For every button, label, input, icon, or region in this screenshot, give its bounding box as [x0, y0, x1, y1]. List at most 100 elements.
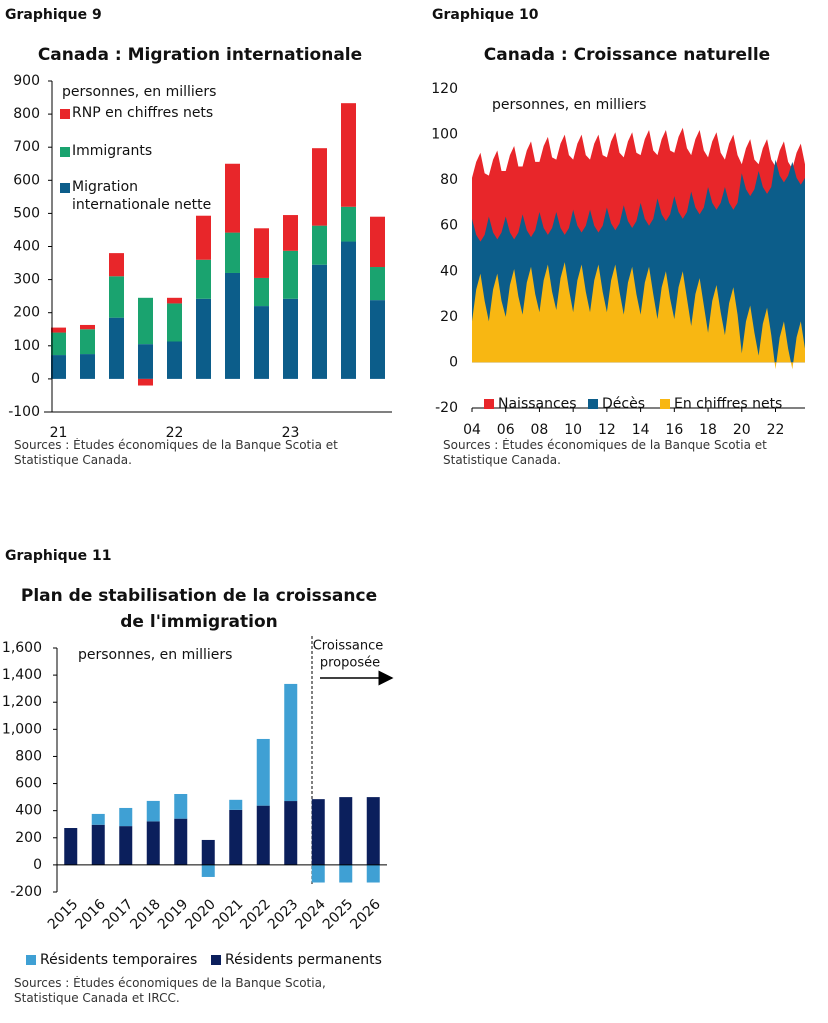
y-tick-label: 400: [15, 803, 42, 819]
y-tick-label: 60: [440, 218, 458, 234]
x-tick-label: 2023: [265, 896, 302, 933]
bar: [201, 864, 215, 877]
legend-label-box: Migration internationale nette: [72, 179, 211, 213]
x-tick-label: 2016: [72, 896, 109, 933]
source: Sources : Études économiques de la Banqu…: [14, 976, 326, 1005]
x-tick-label: 06: [497, 422, 515, 438]
legend-swatch: [60, 147, 70, 157]
y-tick-label: 100: [13, 338, 40, 354]
bar: [138, 378, 153, 386]
bar: [366, 797, 380, 865]
x-tick-label: 2021: [210, 896, 247, 933]
y-tick-label: 100: [431, 127, 458, 143]
bar: [284, 683, 298, 802]
bar: [167, 297, 182, 304]
y-tick-label: 0: [33, 857, 42, 873]
bar: [109, 276, 124, 318]
legend-label-box: Immigrants: [72, 143, 153, 159]
y-tick-label: 1,400: [2, 667, 42, 683]
legend-swatch: [60, 109, 70, 119]
source-box: Sources : Études économiques de la Banqu…: [443, 438, 767, 467]
legend-swatch: [588, 399, 598, 409]
legend-label: Immigrants: [72, 143, 153, 159]
legend-label: RNP en chiffres nets: [72, 105, 214, 121]
bar: [283, 215, 298, 251]
bar: [312, 225, 327, 265]
x-tick-label: 18: [699, 422, 717, 438]
bar: [366, 864, 380, 883]
legend-label: Résidents temporaires: [40, 952, 197, 968]
y-tick-label: -100: [8, 404, 40, 420]
legend-swatch: [211, 955, 221, 965]
chart-title: Plan de stabilisation de la croissance: [21, 586, 377, 606]
bar: [254, 277, 269, 307]
y-tick-label: 1,000: [2, 721, 42, 737]
unit-label: personnes, en milliers: [78, 647, 232, 663]
bar: [312, 264, 327, 379]
x-tick-label: 08: [531, 422, 549, 438]
unit-label: personnes, en milliers: [492, 97, 646, 113]
legend-label-box: RNP en chiffres nets: [72, 105, 214, 121]
x-tick-label: 22: [767, 422, 785, 438]
y-tick-label: 700: [13, 139, 40, 155]
bar: [146, 800, 160, 822]
y-tick-label: -20: [435, 400, 458, 416]
y-tick-label: 600: [15, 776, 42, 792]
legend-label: Naissances: [498, 396, 577, 412]
caption: Graphique 9: [5, 7, 102, 23]
source: Sources : Études économiques de la Banqu…: [443, 438, 767, 467]
annotation: Croissance: [313, 639, 384, 654]
bar: [229, 799, 243, 810]
bar: [167, 341, 182, 379]
bar: [283, 250, 298, 299]
bar: [196, 298, 211, 379]
x-tick-label: 2019: [155, 896, 192, 933]
unit-label: personnes, en milliers: [62, 84, 216, 100]
x-tick-label: 16: [665, 422, 683, 438]
bar: [312, 148, 327, 226]
y-tick-label: 600: [13, 172, 40, 188]
bar: [174, 793, 188, 819]
area: [472, 262, 805, 370]
bar: [91, 813, 105, 825]
bar: [229, 809, 243, 865]
bar: [225, 272, 240, 379]
y-tick-label: 1,600: [2, 640, 42, 656]
y-tick-label: -200: [10, 884, 42, 900]
source-box: Sources : Études économiques de la Banqu…: [14, 976, 326, 1005]
x-tick-label: 22: [166, 425, 184, 441]
legend-label: Décès: [602, 396, 645, 412]
bar: [283, 298, 298, 379]
y-tick-label: 200: [13, 305, 40, 321]
x-tick-label: 2025: [320, 896, 357, 933]
bar: [51, 327, 66, 333]
bar: [284, 801, 298, 865]
legend-swatch: [660, 399, 670, 409]
x-tick-label: 23: [282, 425, 300, 441]
y-tick-label: 120: [431, 81, 458, 97]
bar: [64, 828, 78, 865]
y-tick-label: 300: [13, 272, 40, 288]
legend-label: En chiffres nets: [674, 396, 782, 412]
x-tick-label: 2020: [182, 896, 219, 933]
bar: [91, 824, 105, 865]
x-tick-label: 2018: [127, 896, 164, 933]
bar: [370, 216, 385, 268]
bar: [146, 821, 160, 865]
bar: [167, 303, 182, 342]
source: Sources : Études économiques de la Banqu…: [14, 438, 338, 467]
y-tick-label: 200: [15, 830, 42, 846]
bar: [341, 206, 356, 242]
x-tick-label: 2015: [45, 896, 82, 933]
x-tick-label: 20: [733, 422, 751, 438]
y-tick-label: 0: [31, 371, 40, 387]
bar: [138, 344, 153, 379]
bar: [311, 864, 325, 883]
bar: [119, 826, 133, 865]
x-tick-label: 04: [463, 422, 481, 438]
y-tick-label: 900: [13, 73, 40, 89]
y-tick-label: 800: [15, 748, 42, 764]
x-tick-label: 2017: [100, 896, 137, 933]
